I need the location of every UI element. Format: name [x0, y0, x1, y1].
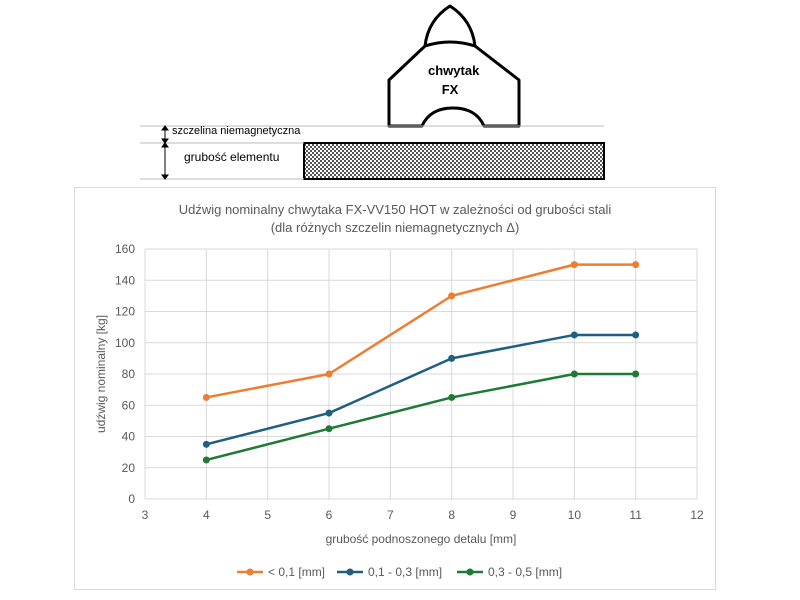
series-line-3 [206, 372, 636, 462]
x-tick-label: 11 [629, 508, 642, 522]
data-point [202, 456, 210, 464]
legend-label: 0,1 - 0,3 [mm] [368, 565, 442, 579]
line-chart: 0 20 40 60 80 100 120 140 160 3 4 5 6 7 8 9 10 11 12 gruboś… [94, 242, 704, 579]
chart-subtitle: (dla różnych szczelin niemagnetycznych Δ… [270, 220, 520, 235]
x-tick-label: 8 [448, 508, 455, 522]
x-axis-title: grubość podnoszonego detalu [mm] [326, 532, 517, 546]
chart-title: Udźwig nominalny chwytaka FX-VV150 HOT w… [178, 202, 612, 217]
data-point [448, 354, 456, 362]
y-tick-label: 40 [122, 430, 136, 444]
y-tick-label: 140 [115, 273, 135, 287]
data-point [632, 261, 640, 269]
data-point [202, 440, 210, 448]
x-tick-label: 12 [690, 508, 704, 522]
y-tick-label: 20 [122, 461, 136, 475]
x-tick-label: 4 [203, 508, 210, 522]
y-tick-label: 0 [128, 492, 135, 506]
data-point [570, 261, 578, 269]
data-point [325, 425, 333, 433]
gripper-diagram-drawing [140, 4, 605, 180]
y-tick-label: 100 [115, 336, 135, 350]
data-point [632, 331, 640, 339]
gripper-label-line2: FX [441, 82, 459, 97]
data-point [448, 393, 456, 401]
data-point [448, 292, 456, 300]
x-tick-label: 9 [510, 508, 517, 522]
legend-swatch-marker [466, 568, 474, 576]
x-tick-label: 3 [142, 508, 149, 522]
x-tick-label: 5 [264, 508, 271, 522]
gap-label: szczelina niemagnetyczna [172, 125, 301, 137]
y-tick-label: 80 [122, 367, 136, 381]
data-point [570, 331, 578, 339]
gripper-body [387, 4, 521, 128]
gripper-diagram: chwytak FX szczelina niemagnetyczna grub… [0, 0, 800, 185]
x-tick-label: 7 [387, 508, 394, 522]
data-point [202, 393, 210, 401]
data-point [325, 370, 333, 378]
legend-label: < 0,1 [mm] [268, 565, 325, 579]
legend-label: 0,3 - 0,5 [mm] [488, 565, 562, 579]
series-line-2 [206, 333, 636, 446]
data-point [570, 370, 578, 378]
y-tick-label: 160 [115, 242, 135, 256]
x-tick-label: 10 [568, 508, 582, 522]
y-tick-label: 60 [122, 398, 136, 412]
data-point [325, 409, 333, 417]
thickness-dimension-arrow [161, 142, 169, 180]
legend-swatch-marker [346, 568, 354, 576]
thickness-label: grubość elementu [184, 150, 280, 164]
y-axis-title: udźwig nominalny [kg] [94, 315, 108, 433]
gripper-top-arc [424, 40, 476, 48]
gap-dimension-arrow [161, 125, 169, 144]
data-point [632, 370, 640, 378]
steel-element [303, 142, 605, 180]
gripper-label-line1: chwytak [428, 63, 480, 78]
legend-swatch-marker [246, 568, 254, 576]
series-line-1 [206, 263, 636, 399]
chart-panel: Udźwig nominalny chwytaka FX-VV150 HOT w… [74, 187, 716, 590]
y-tick-label: 120 [115, 305, 135, 319]
x-tick-label: 6 [326, 508, 333, 522]
